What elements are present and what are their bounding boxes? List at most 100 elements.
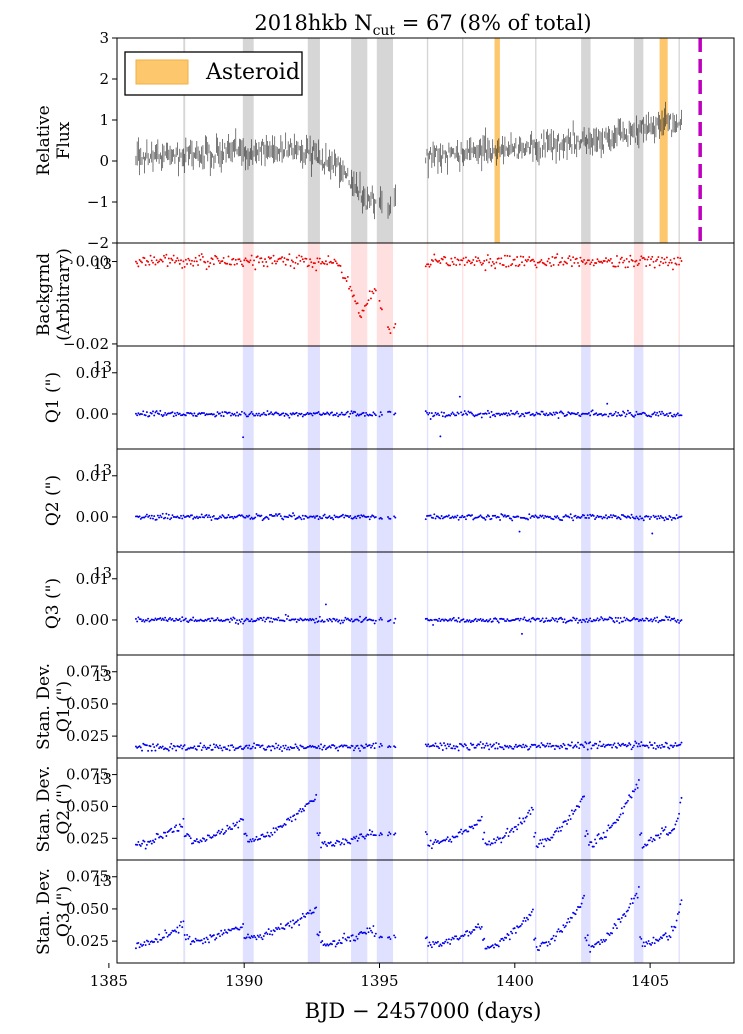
data-point (465, 256, 467, 259)
data-point (180, 259, 182, 262)
data-point (441, 415, 444, 418)
data-point (270, 831, 273, 834)
data-point (163, 936, 165, 939)
data-point (349, 940, 352, 942)
data-point (299, 744, 302, 747)
data-point (561, 618, 564, 621)
data-point (441, 749, 444, 751)
data-point (276, 828, 279, 831)
data-point (142, 410, 145, 413)
data-point (199, 258, 202, 261)
data-point (344, 277, 347, 280)
data-point (225, 830, 228, 832)
data-point (227, 618, 230, 621)
data-point (497, 621, 500, 624)
data-point (609, 743, 612, 746)
data-point (625, 801, 628, 804)
data-point (240, 263, 243, 266)
data-point (426, 833, 428, 836)
data-point (351, 412, 354, 415)
y-axis-label: RelativeFlux (34, 105, 74, 175)
data-point (479, 927, 482, 930)
data-point (652, 838, 655, 840)
data-point (360, 316, 363, 319)
data-point (363, 414, 366, 417)
data-point (544, 838, 547, 841)
data-point (602, 938, 605, 941)
data-point (488, 412, 491, 415)
data-point (208, 941, 210, 944)
data-point (184, 938, 187, 941)
data-point (540, 619, 543, 622)
data-point (609, 826, 612, 829)
data-point (457, 412, 460, 415)
data-point (619, 813, 622, 816)
data-point (226, 824, 229, 827)
y-axis-label: Q2 (") (43, 475, 63, 526)
data-point (507, 265, 510, 268)
data-point (259, 837, 262, 840)
data-point (285, 413, 288, 416)
data-point (502, 939, 505, 942)
data-point (368, 518, 371, 521)
data-point (285, 748, 288, 751)
data-point (489, 743, 492, 746)
data-point (531, 616, 534, 619)
data-point (550, 265, 553, 267)
data-point (231, 828, 234, 830)
data-point (633, 415, 635, 418)
data-point (672, 929, 674, 932)
data-point (161, 260, 164, 263)
data-point (513, 745, 516, 748)
excluded-span (183, 243, 186, 346)
data-point (523, 746, 526, 749)
data-point (673, 827, 676, 830)
data-point (503, 834, 506, 837)
excluded-span (307, 552, 320, 655)
data-point (574, 514, 577, 517)
data-point (153, 940, 156, 943)
data-point (641, 517, 644, 520)
data-point (656, 258, 659, 261)
data-point (663, 933, 666, 936)
data-point (261, 619, 264, 622)
data-point (652, 618, 655, 621)
data-point (424, 265, 427, 268)
data-point (443, 742, 445, 745)
data-point (471, 931, 473, 933)
x-axis-label: BJD − 2457000 (days) (305, 999, 542, 1023)
data-point (534, 514, 537, 517)
data-point (155, 518, 158, 521)
data-point (303, 809, 305, 812)
data-point (634, 894, 637, 897)
data-point (265, 748, 268, 751)
data-point (457, 938, 460, 941)
data-point (261, 744, 264, 747)
data-point (570, 916, 573, 919)
data-point (158, 516, 161, 519)
data-point (348, 287, 351, 290)
data-point (518, 530, 521, 533)
data-point (597, 941, 600, 943)
data-point (200, 939, 203, 942)
y-tick-label: 3 (99, 29, 109, 47)
data-point (208, 834, 210, 837)
data-point (472, 827, 475, 830)
data-point (427, 743, 430, 746)
data-point (259, 746, 262, 749)
data-point (343, 932, 346, 935)
data-point (187, 257, 190, 260)
data-point (320, 846, 322, 849)
data-point (444, 839, 447, 842)
data-point (626, 266, 629, 269)
data-point (200, 253, 203, 256)
data-point (622, 742, 624, 745)
data-point (188, 516, 191, 518)
data-point (394, 323, 397, 325)
data-point (244, 516, 247, 519)
data-point (631, 902, 634, 905)
data-point (496, 747, 499, 750)
data-point (144, 847, 147, 850)
data-point (637, 620, 640, 623)
data-point (521, 632, 523, 635)
